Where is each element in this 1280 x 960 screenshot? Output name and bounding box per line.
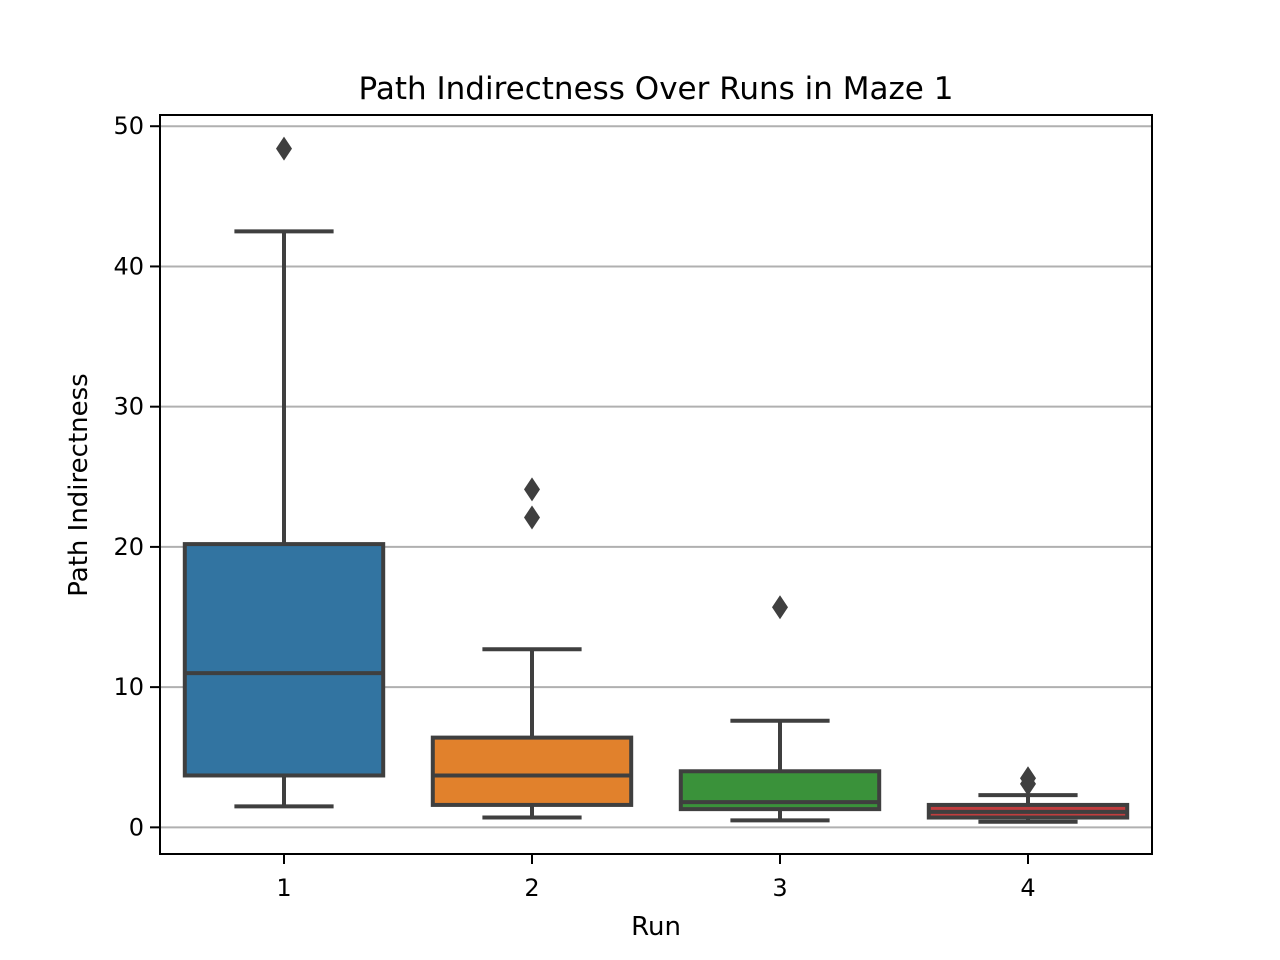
x-tick-label: 1 [276, 874, 291, 902]
box-group-run-1 [182, 136, 386, 809]
plot-frame [159, 114, 1153, 855]
box-group-run-4 [926, 766, 1130, 824]
y-tick-label: 10 [113, 673, 144, 701]
outlier-point [524, 477, 540, 502]
iqr-box [182, 542, 386, 778]
y-axis-label: Path Indirectness [64, 373, 94, 596]
iqr-box [430, 735, 634, 807]
outlier-point [1020, 766, 1036, 791]
chart-title: Path Indirectness Over Runs in Maze 1 [359, 71, 954, 107]
x-tick-label: 2 [524, 874, 539, 902]
x-tick-label: 3 [772, 874, 787, 902]
y-tick-label: 50 [113, 112, 144, 140]
outlier-point [524, 505, 540, 530]
box-group-run-2 [430, 477, 634, 820]
y-tick-label: 40 [113, 252, 144, 280]
x-tick-label: 4 [1020, 874, 1035, 902]
y-tick-label: 20 [113, 533, 144, 561]
y-tick-label: 0 [129, 813, 144, 841]
outlier-point [772, 595, 788, 620]
x-axis-label: Run [631, 912, 681, 942]
axis-ticks: 0 10 20 30 40 50 1 2 3 4 [113, 112, 1035, 902]
box-group-run-3 [678, 595, 882, 823]
boxes [182, 136, 1130, 824]
outlier-point [276, 136, 292, 161]
y-tick-label: 30 [113, 393, 144, 421]
